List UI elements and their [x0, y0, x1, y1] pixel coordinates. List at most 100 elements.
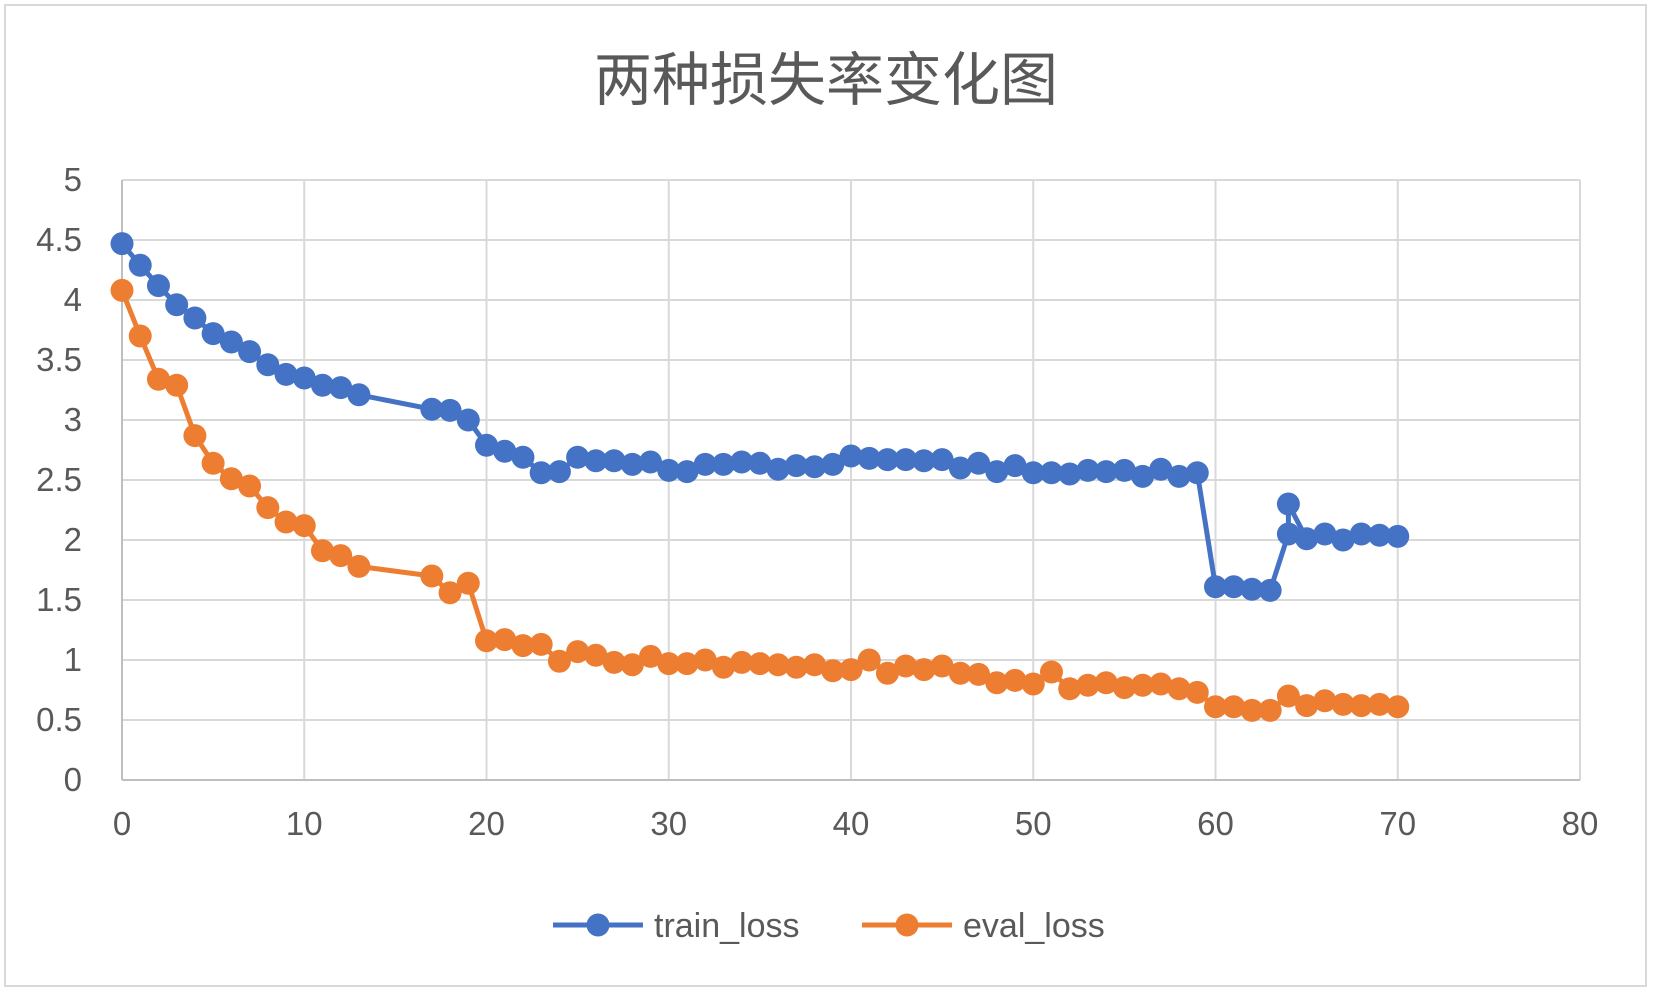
train_loss-point [1386, 524, 1410, 548]
eval_loss-point [1058, 677, 1082, 701]
train_loss-point [256, 353, 280, 377]
train_loss-point [766, 457, 790, 481]
eval_loss-point [620, 653, 644, 677]
train_loss-point [219, 330, 243, 354]
train_loss-point [1112, 458, 1136, 482]
eval_loss-point [347, 554, 371, 578]
eval_loss-point [256, 496, 280, 520]
eval_loss-point [948, 661, 972, 685]
train_loss-point [675, 460, 699, 484]
eval_loss-point [821, 659, 845, 683]
eval_loss-line [119, 289, 1399, 713]
eval_loss-point [1331, 692, 1355, 716]
x-tick-label: 0 [113, 805, 131, 842]
train_loss-point [566, 445, 590, 469]
legend-item-eval_loss: eval_loss [862, 907, 1105, 945]
train_loss-point [584, 449, 608, 473]
train_loss-point [1167, 464, 1191, 488]
train_loss-point [456, 408, 480, 432]
eval_loss-point [985, 671, 1009, 695]
y-tick-label: 1.5 [36, 581, 82, 618]
eval_loss-point [930, 654, 954, 678]
eval_loss-point [493, 628, 517, 652]
eval_loss-point [639, 644, 663, 668]
train_loss-point [547, 460, 571, 484]
train_loss-point [967, 451, 991, 475]
eval_loss-point [1076, 673, 1100, 697]
eval_loss-point [310, 539, 334, 563]
eval_loss-point [1039, 660, 1063, 684]
eval_loss-point [1003, 668, 1027, 692]
legend-label: train_loss [654, 907, 800, 945]
eval_loss-point [1313, 689, 1337, 713]
legend-swatch-marker [895, 913, 919, 937]
eval_loss-point [292, 514, 316, 538]
eval_loss-point [475, 629, 498, 653]
eval_loss-point [1368, 692, 1392, 716]
eval_loss-point [912, 658, 936, 682]
eval_loss-point [584, 643, 608, 667]
eval_loss-point [1131, 673, 1155, 697]
train_loss-point [693, 452, 717, 476]
eval_loss-point [128, 324, 152, 348]
train_loss-point [201, 322, 225, 346]
eval_loss-point [675, 652, 699, 676]
train_loss-point [146, 274, 170, 298]
x-tick-label: 10 [286, 805, 323, 842]
x-tick-label: 20 [468, 805, 505, 842]
eval_loss-point [803, 653, 827, 677]
train_loss-point [1076, 458, 1100, 482]
train_loss-point [310, 373, 334, 397]
eval_loss-point [165, 373, 189, 397]
eval_loss-point [730, 650, 754, 674]
train_loss-point [329, 376, 353, 400]
x-tick-labels: 0 10 20 30 40 50 60 70 80 [113, 805, 1599, 842]
train_loss-point [1003, 454, 1027, 478]
train_loss-point [803, 455, 827, 479]
eval_loss-point [566, 640, 590, 664]
eval_loss-point [201, 451, 225, 475]
legend-item-train_loss: train_loss [553, 907, 800, 945]
eval_loss-point [456, 571, 480, 595]
x-tick-label: 60 [1197, 805, 1234, 842]
eval_loss-point [420, 564, 444, 588]
eval_loss-point [1204, 695, 1227, 719]
train_loss-point [183, 306, 207, 330]
train_loss-point [1021, 461, 1045, 485]
eval_loss-point [274, 510, 298, 534]
eval_loss-point [967, 662, 991, 686]
eval_loss-point [1276, 684, 1300, 708]
train_loss-point [274, 362, 298, 386]
train_loss-point [238, 340, 262, 364]
eval_loss-point [329, 544, 353, 568]
x-tick-label: 70 [1379, 805, 1416, 842]
train_loss-point [620, 452, 644, 476]
series-eval_loss [110, 278, 1410, 722]
eval_loss-point [894, 654, 918, 678]
eval_loss-point [766, 653, 790, 677]
train_loss-point [1149, 457, 1173, 481]
eval_loss-point [1258, 698, 1282, 722]
eval_loss-point [1240, 698, 1264, 722]
train_loss-point [821, 452, 845, 476]
train_loss-point [475, 433, 498, 457]
train_loss-point [438, 398, 462, 422]
eval_loss-point [1021, 672, 1045, 696]
legend-label: eval_loss [963, 907, 1105, 945]
train_loss-point [730, 450, 754, 474]
y-tick-labels: 0 0.5 1 1.5 2 2.5 3 3.5 4 4.5 5 [36, 161, 82, 798]
eval_loss-point [1222, 695, 1246, 719]
train_loss-point [1039, 461, 1063, 485]
eval_loss-point [693, 648, 717, 672]
train_loss-point [639, 450, 663, 474]
x-tick-label: 40 [833, 805, 870, 842]
x-tick-label: 80 [1562, 805, 1599, 842]
series-layer [110, 232, 1410, 722]
x-tick-label: 50 [1015, 805, 1052, 842]
eval_loss-point [529, 632, 553, 656]
train_loss-point [857, 446, 881, 470]
eval_loss-point [1386, 695, 1410, 719]
train_loss-point [602, 449, 626, 473]
eval_loss-point [1349, 694, 1373, 718]
y-tick-label: 2 [64, 521, 82, 558]
